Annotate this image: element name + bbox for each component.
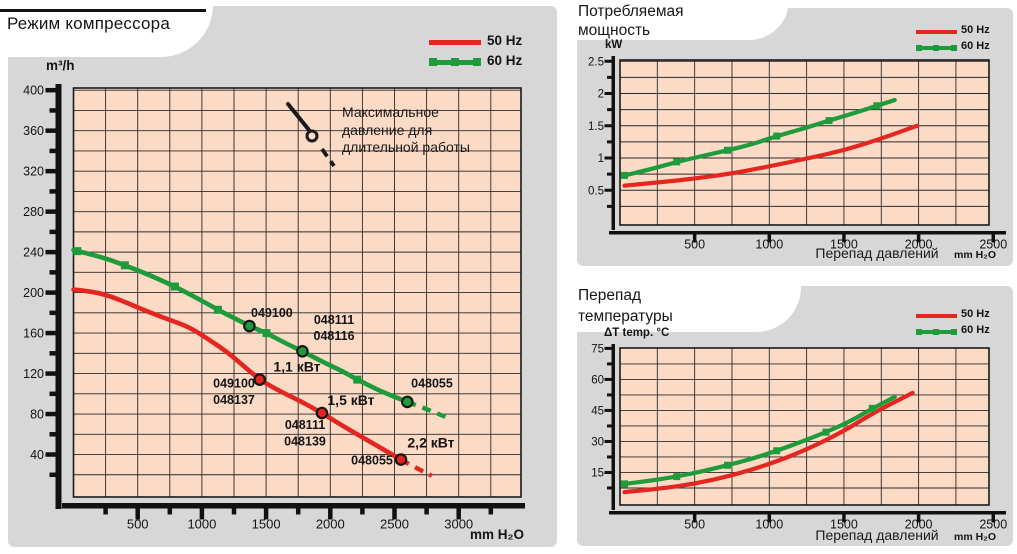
title-rule	[0, 9, 206, 12]
x-caption-power: Перепад давлений	[815, 245, 939, 261]
y-unit-power: kW	[605, 39, 623, 51]
y-unit-mode: m³/h	[46, 58, 75, 73]
x-caption-temp: Перепад давлений	[815, 527, 939, 543]
legend-label-60hz: 60 Hz	[487, 53, 523, 68]
legend-label-60hz: 60 Hz	[961, 40, 990, 52]
legend-label-50hz: 50 Hz	[961, 24, 990, 36]
legend-label-50hz: 50 Hz	[961, 308, 990, 320]
chart-title-temp-line2: температуры	[578, 308, 673, 325]
x-unit-temp: mm H₂O	[953, 531, 996, 543]
x-unit-power: mm H₂O	[953, 249, 996, 261]
compressor-mode-panel	[8, 6, 557, 547]
chart-title-temp-line1: Перепад	[578, 287, 642, 304]
legend-swatch-60hz	[916, 44, 957, 51]
legend-label-50hz: 50 Hz	[487, 33, 523, 48]
legend-swatch-50hz	[916, 30, 957, 34]
max-pressure-note: Максимальное давление для длительной раб…	[342, 104, 470, 155]
chart-title-mode: Режим компрессора	[7, 14, 170, 33]
legend-swatch-50hz	[429, 40, 481, 45]
title-notch-power	[570, 0, 789, 40]
title-notch-temp	[570, 278, 801, 332]
chart-title-power-line1: Потребляемая	[578, 3, 684, 20]
legend-swatch-60hz	[429, 58, 481, 66]
legend-swatch-50hz	[916, 314, 957, 318]
x-unit-mode: mm H₂O	[469, 527, 524, 542]
chart-title-power-line2: мощность	[578, 22, 651, 39]
y-unit-temp: ΔT temp. °C	[604, 327, 670, 339]
legend-swatch-60hz	[916, 328, 957, 335]
legend-label-60hz: 60 Hz	[961, 324, 990, 336]
